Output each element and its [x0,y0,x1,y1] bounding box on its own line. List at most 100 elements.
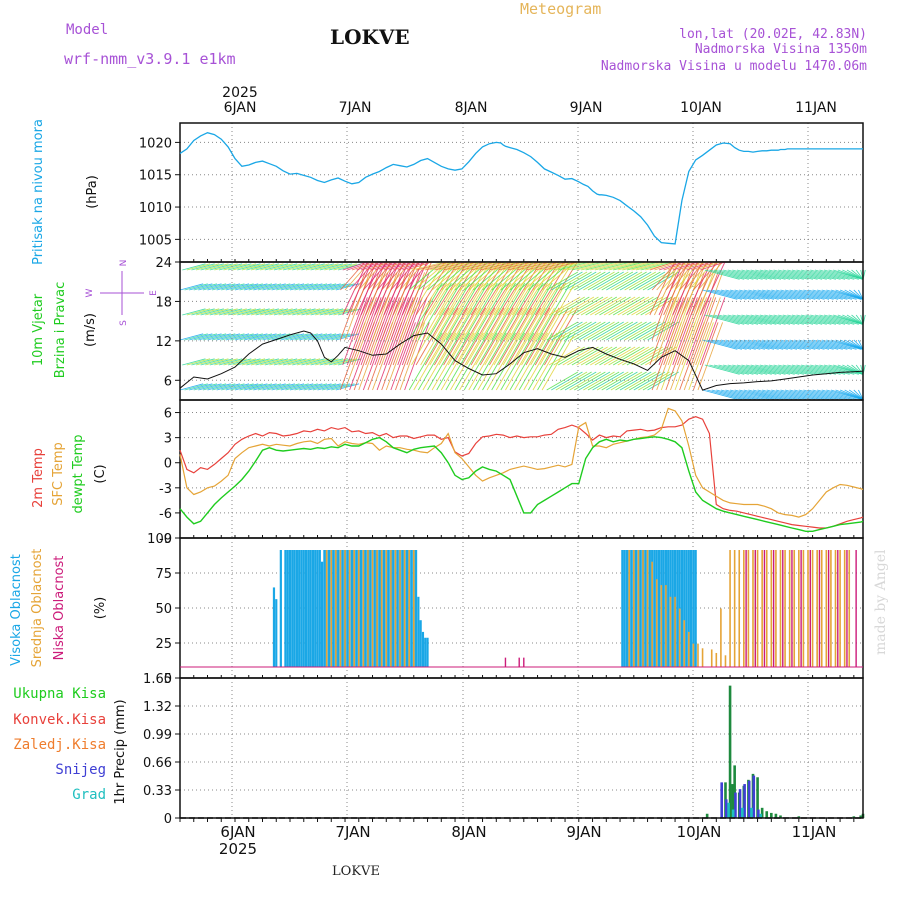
cloud-bar-high [286,550,289,667]
y-tick-label: 0 [164,812,172,827]
cloud-bar-mid [756,550,759,667]
cloud-bar-mid [376,550,378,667]
cloud-bar-mid [330,550,333,667]
wind-compass: N S W E [85,260,159,326]
precip-panel: 0 0.33 0.66 0.99 1.32 1.65 [143,672,865,827]
watermark: made by Angel [873,549,889,655]
y-tick-label: 1.65 [143,672,172,687]
cloud-bar-high [350,550,353,667]
cloud-bar-high [687,550,690,667]
cloud-ylabel-low: Niska Oblacnost [52,556,67,661]
y-tick-label: 0.66 [143,756,172,771]
cloud-bar-high [396,550,399,667]
y-tick-label: 0.99 [143,728,172,743]
cloud-bar-high [639,550,642,667]
cloud-bar-mid [385,550,388,667]
cloud-bar-high [680,550,684,667]
cloud-bar-high [272,587,276,667]
cloud-bar-mid [788,550,791,667]
product-title: Meteogram [520,0,601,18]
cloud-bar-high [644,550,647,667]
temp-ylabel-dew: dewpt Temp [71,434,86,513]
cloud-bar-low [809,550,811,667]
cloud-bar-mid [637,550,640,667]
cloud-bar-mid [825,550,828,667]
cloud-bar-high [694,550,697,667]
cloud-bar-high [414,550,418,667]
cloud-bar-mid [761,550,763,667]
cloud-bar-mid [399,550,401,667]
year-top: 2025 [222,85,258,101]
cloud-bar-mid [380,550,383,667]
precip-bar-hail [759,813,762,818]
cloud-bar-high [293,550,296,667]
cloud-bar-high [323,550,326,667]
cloud-bar-mid [353,550,355,667]
cloud-ylabel-high: Visoka Oblacnost [9,554,24,666]
legend-frz: Zaledj.Kisa [13,737,106,753]
compass-e: E [149,290,159,296]
cloud-bar-mid [743,550,745,667]
cloud-bar-low [772,550,775,667]
cloud-bar-high [318,550,321,667]
y-tick-label: 50 [155,602,172,617]
wind-panel: 6 12 18 24 [155,256,866,401]
precip-bar-snow [720,782,723,818]
cloud-bar-mid [733,550,736,667]
cloud-unit: (%) [93,597,108,620]
cloud-bar-mid [710,649,713,667]
cloud-bar-mid [678,608,681,667]
compass-n: N [119,260,129,267]
cloud-bar-high [311,550,315,667]
cloud-bar-mid [642,550,644,667]
cloud-bar-mid [724,655,727,667]
cloud-bar-mid [697,643,699,667]
precip-bar-total [760,807,764,818]
y-tick-label: 100 [147,532,172,547]
cloud-bar-high [648,550,651,667]
cloud-bar-high [369,550,372,667]
cloud-bar-mid [660,585,663,667]
temperature-panel: -9 -6 -3 0 3 6 [159,399,864,547]
y-tick-label: 75 [155,567,172,582]
cloud-bar-low [754,550,756,667]
cloud-bar-high [653,550,656,667]
cloud-bar-mid [692,643,695,667]
y-tick-label: 6 [164,374,172,389]
cloud-bar-high [316,550,319,667]
station-title: LOKVE [330,25,410,49]
cloud-panel: 0 25 50 75 100 [147,532,864,687]
cloud-bar-mid [408,550,410,667]
cloud-bar-high [355,550,358,667]
precip-bar-snow [757,809,760,818]
cloud-bar-high [300,550,303,667]
cloud-bar-high [302,550,305,667]
model-name: wrf-nmm_v3.9.1 e1km [64,50,236,68]
top-date-label: 10JAN [680,100,722,116]
cloud-bar-high [327,550,331,667]
top-date-label: 9JAN [570,100,603,116]
cloud-bar-mid [633,550,635,667]
precip-bar-snow [752,775,756,818]
precip-bar-total [756,777,759,818]
cloud-bar-high [662,550,665,667]
cloud-bar-low [837,550,839,667]
cloud-bar-high [359,550,363,667]
cloud-bar-mid [820,550,823,667]
cloud-bar-high [623,550,626,667]
cloud-bar-high [657,550,661,667]
cloud-bar-mid [651,561,653,667]
cloud-bar-high [332,550,335,667]
bottom-date-labels: 6JAN 7JAN 8JAN 9JAN 10JAN 11JAN [220,823,836,841]
top-date-label: 6JAN [224,100,257,116]
cloud-bar-high [621,550,624,667]
cloud-bar-low [818,550,821,667]
cloud-bar-high [382,550,386,667]
cloud-bar-mid [779,550,782,667]
cloud-bar-mid [848,550,851,667]
legend-hail: Grad [72,787,106,803]
precip-bar-hail [731,809,735,818]
model-label: Model [66,22,108,38]
year-bottom: 2025 [219,840,257,858]
cloud-bar-mid [412,550,415,667]
